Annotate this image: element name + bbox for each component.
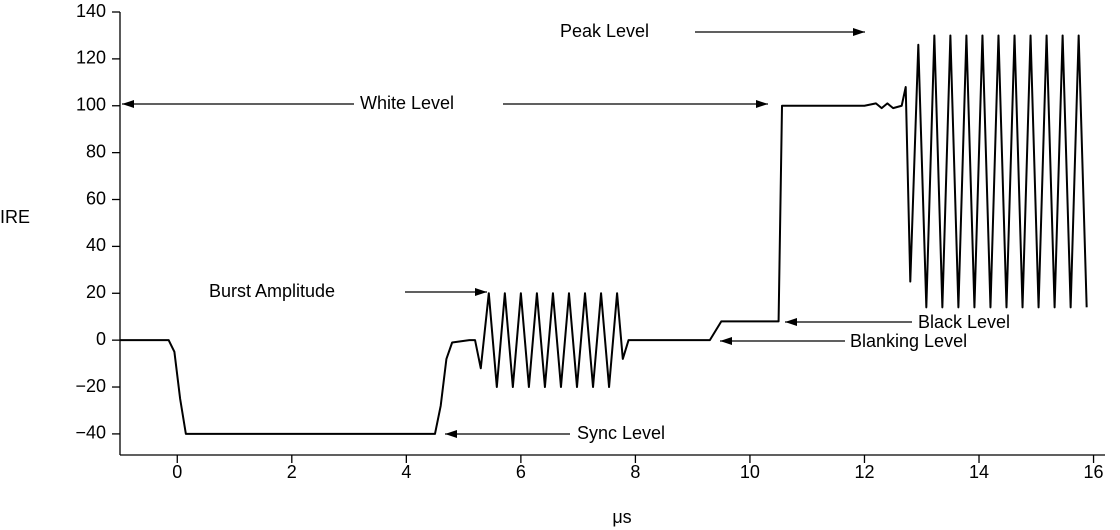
y-tick-label: 80 xyxy=(86,141,106,161)
y-tick-label: 0 xyxy=(96,329,106,349)
x-tick-label: 6 xyxy=(516,462,526,482)
x-axis-label: μs xyxy=(612,507,631,527)
annotation: Burst Amplitude xyxy=(209,281,335,301)
annotation: Blanking Level xyxy=(850,331,967,351)
annotation: White Level xyxy=(360,93,454,113)
annotation: Peak Level xyxy=(560,21,649,41)
waveform xyxy=(120,34,1088,435)
x-tick-label: 16 xyxy=(1084,462,1104,482)
y-axis-label: IRE xyxy=(0,207,30,227)
x-tick-label: 2 xyxy=(287,462,297,482)
y-tick-label: 40 xyxy=(86,235,106,255)
y-tick-label: 20 xyxy=(86,282,106,302)
y-tick-label: −20 xyxy=(75,376,106,396)
annotation: Black Level xyxy=(918,312,1010,332)
y-tick-label: 100 xyxy=(76,95,106,115)
y-tick-label: −40 xyxy=(75,423,106,443)
y-tick-label: 140 xyxy=(76,1,106,21)
x-tick-label: 4 xyxy=(401,462,411,482)
y-tick-label: 60 xyxy=(86,188,106,208)
x-tick-label: 0 xyxy=(172,462,182,482)
y-tick-label: 120 xyxy=(76,48,106,68)
annotation: Sync Level xyxy=(577,423,665,443)
x-tick-label: 14 xyxy=(969,462,989,482)
x-tick-label: 10 xyxy=(740,462,760,482)
x-tick-label: 8 xyxy=(630,462,640,482)
x-tick-label: 12 xyxy=(854,462,874,482)
